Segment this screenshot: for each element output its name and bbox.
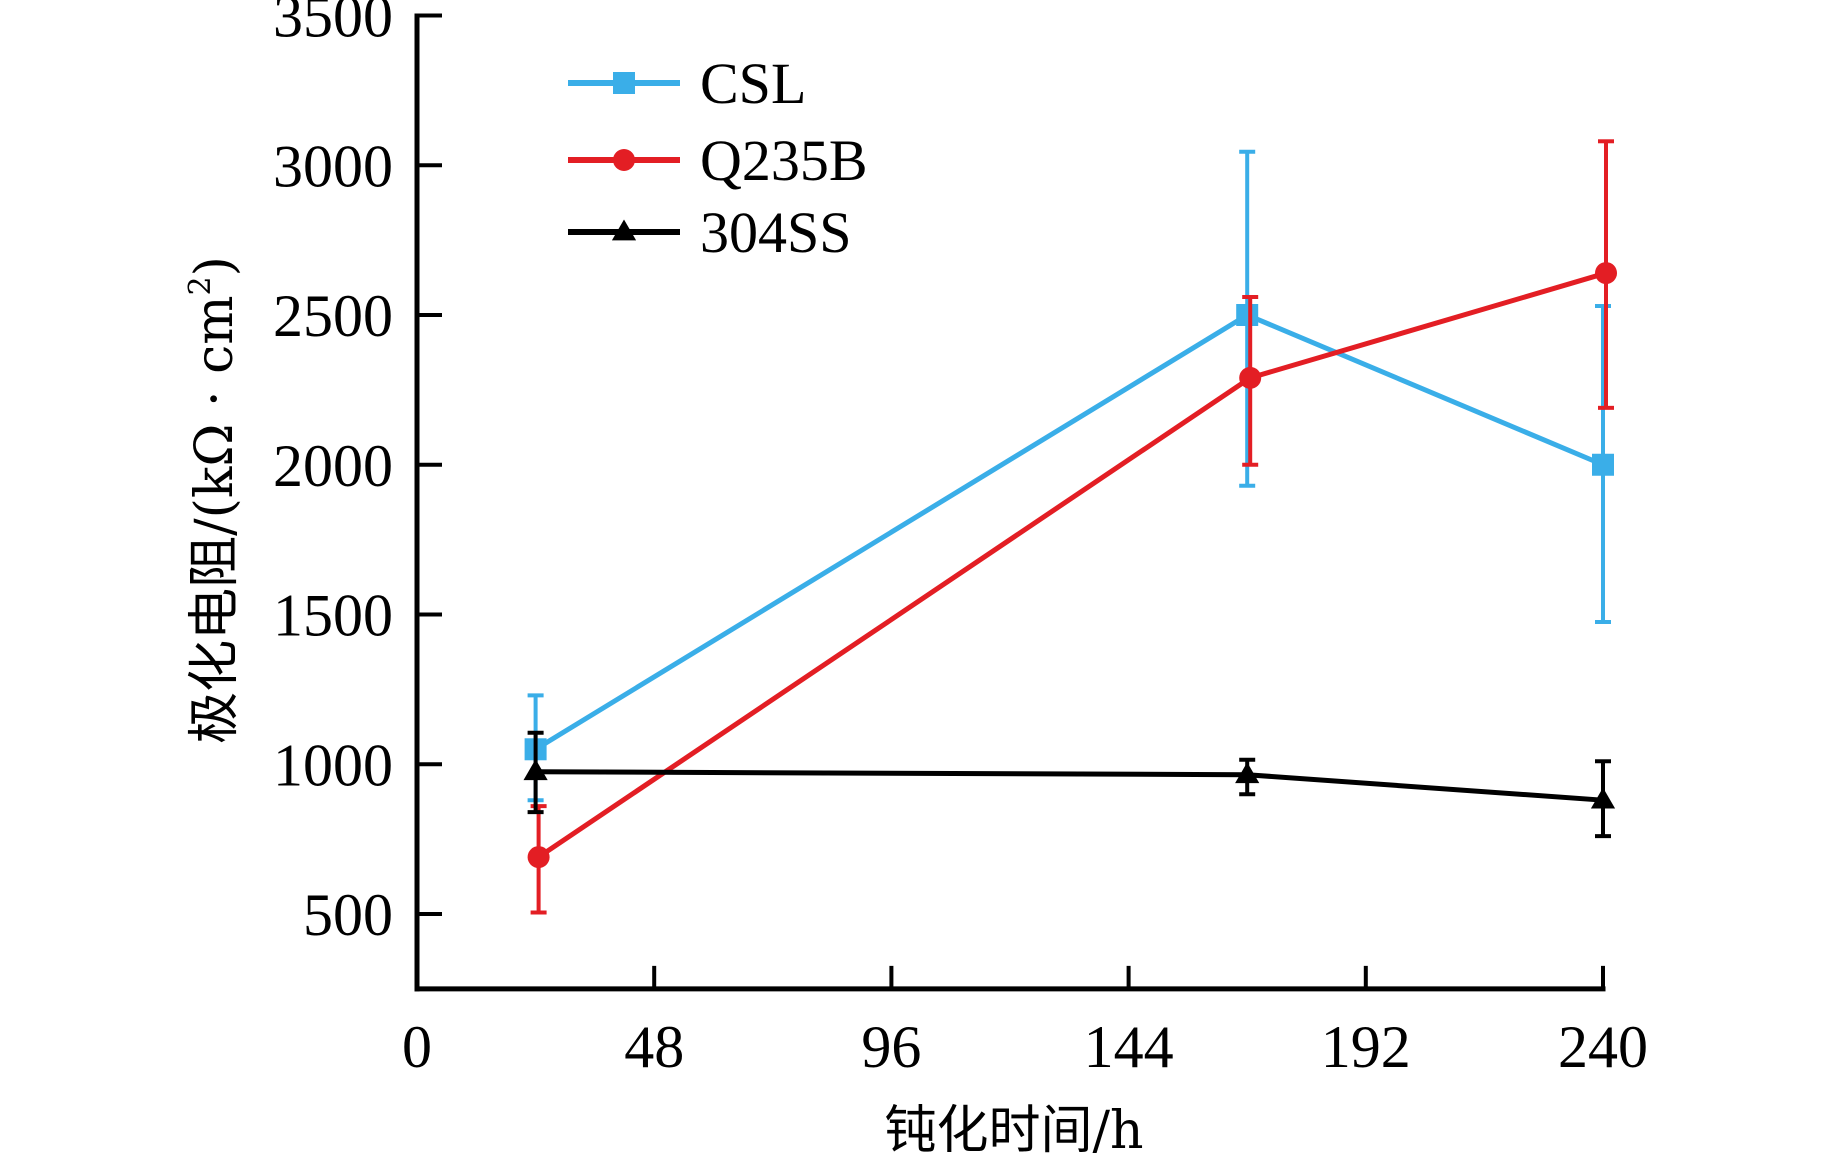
data-point-triangle xyxy=(1235,762,1260,784)
legend-item-q235b: Q235B xyxy=(568,128,868,193)
legend-item-304ss: 304SS xyxy=(568,200,852,265)
legend: CSL Q235B 304SS xyxy=(568,51,868,265)
series-line xyxy=(535,769,1604,803)
legend-marker-circle xyxy=(613,149,635,171)
x-axis-title: 钝化时间/h xyxy=(884,1101,1143,1154)
legend-label: Q235B xyxy=(700,128,868,193)
y-tick-label: 2000 xyxy=(273,433,393,499)
y-tick-label: 3000 xyxy=(273,133,393,199)
x-tick-label: 48 xyxy=(624,1014,684,1080)
data-point-square xyxy=(1592,453,1614,476)
y-axis-title: 极化电阻/(kΩ · cm2) xyxy=(183,256,245,744)
series-q235b xyxy=(527,139,1617,915)
y-tick-label: 1500 xyxy=(273,583,393,649)
y-axis-title-sup: 2 xyxy=(183,276,218,295)
y-axis-title-end: ) xyxy=(185,256,245,276)
y-tick-label: 500 xyxy=(303,882,393,948)
data-point-triangle xyxy=(1590,787,1616,809)
y-ticks: 500 1000 1500 2000 2500 3000 3500 xyxy=(273,0,442,948)
x-tick-label: 240 xyxy=(1558,1014,1648,1080)
y-axis-title-main: 极化电阻/(kΩ · cm xyxy=(185,295,245,743)
x-tick-label: 0 xyxy=(402,1014,432,1080)
legend-marker-triangle xyxy=(611,219,637,241)
svg-text:极化电阻/(kΩ · cm2): 极化电阻/(kΩ · cm2) xyxy=(183,256,245,744)
series-line xyxy=(534,312,1604,752)
data-point-circle xyxy=(1239,366,1262,389)
data-point-circle xyxy=(527,846,550,869)
x-ticks: 0 48 96 144 192 240 xyxy=(402,965,1648,1080)
series-layer xyxy=(523,139,1617,915)
y-tick-label: 3500 xyxy=(273,0,393,50)
legend-label: 304SS xyxy=(700,200,852,265)
x-tick-label: 96 xyxy=(861,1014,921,1080)
legend-label: CSL xyxy=(700,51,806,116)
legend-item-csl: CSL xyxy=(568,51,806,116)
axes: 500 1000 1500 2000 2500 3000 3500 0 48 96 144 192 2… xyxy=(273,0,1648,1080)
series-csl xyxy=(524,149,1614,803)
series-304ss xyxy=(523,730,1616,839)
y-tick-label: 1000 xyxy=(273,732,393,798)
x-tick-label: 144 xyxy=(1084,1014,1174,1080)
data-point-circle xyxy=(1595,262,1617,285)
legend-marker-square xyxy=(613,72,635,94)
data-point-square xyxy=(1236,304,1259,326)
y-tick-label: 2500 xyxy=(273,283,393,349)
data-point-triangle xyxy=(523,759,548,781)
series-line xyxy=(537,270,1607,860)
x-tick-label: 192 xyxy=(1321,1014,1411,1080)
